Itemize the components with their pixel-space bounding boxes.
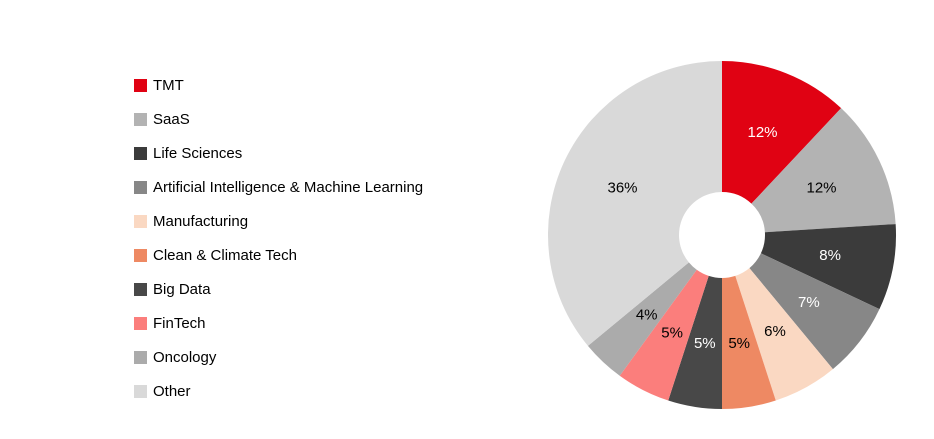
legend-item-label: Clean & Climate Tech <box>153 247 297 265</box>
legend-item: Artificial Intelligence & Machine Learni… <box>134 170 423 204</box>
pie-slice <box>749 253 880 370</box>
legend-item: SaaS <box>134 102 423 136</box>
pie-slice <box>619 269 709 401</box>
pie-slice <box>668 275 722 409</box>
pie-slice <box>722 275 776 409</box>
legend-item: Clean & Climate Tech <box>134 238 423 272</box>
slice-label: 12% <box>747 124 777 141</box>
legend-item-label: Oncology <box>153 349 217 367</box>
legend-swatch-icon <box>134 351 147 365</box>
slice-label: 6% <box>764 323 786 340</box>
legend-item: Big Data <box>134 273 423 307</box>
legend-item: Manufacturing <box>134 204 423 238</box>
legend-item: FinTech <box>134 307 423 341</box>
legend-item-label: Manufacturing <box>153 212 249 230</box>
slice-label: 7% <box>798 294 820 311</box>
legend-item-label: FinTech <box>153 315 206 333</box>
legend-swatch-icon <box>134 214 147 228</box>
legend-swatch-icon <box>134 249 147 263</box>
legend-item: Oncology <box>134 341 423 375</box>
pie-slice <box>751 108 896 233</box>
slice-label: 36% <box>607 180 637 197</box>
legend-swatch-icon <box>134 146 147 160</box>
legend-swatch-icon <box>134 112 147 126</box>
legend-swatch-icon <box>134 317 147 331</box>
legend-item-label: Big Data <box>153 281 211 299</box>
pie-slice <box>548 61 722 346</box>
slice-label: 5% <box>694 335 716 352</box>
slice-label: 12% <box>806 180 836 197</box>
legend-item: Other <box>134 375 423 409</box>
legend-item-label: TMT <box>153 76 184 94</box>
legend-item-label: Other <box>153 383 191 401</box>
pie-slice <box>722 61 842 204</box>
legend-swatch-icon <box>134 283 147 297</box>
legend-swatch-icon <box>134 78 147 92</box>
legend-item-label: Artificial Intelligence & Machine Learni… <box>153 178 424 196</box>
legend-item: TMT <box>134 68 423 102</box>
legend-swatch-icon <box>134 385 147 399</box>
legend-item: Life Sciences <box>134 136 423 170</box>
slice-label: 5% <box>728 335 750 352</box>
pie-slice <box>587 262 697 376</box>
legend-item-label: Life Sciences <box>153 144 243 162</box>
slice-label: 5% <box>661 325 683 342</box>
pie-slice <box>735 268 833 401</box>
legend-swatch-icon <box>134 180 147 194</box>
slice-label: 8% <box>819 247 841 264</box>
pie-slice <box>760 224 897 310</box>
legend-item-label: SaaS <box>153 110 190 128</box>
slice-label: 4% <box>636 307 658 324</box>
chart-legend: TMT SaaS Life Sciences Artificial Intellige… <box>134 68 423 409</box>
